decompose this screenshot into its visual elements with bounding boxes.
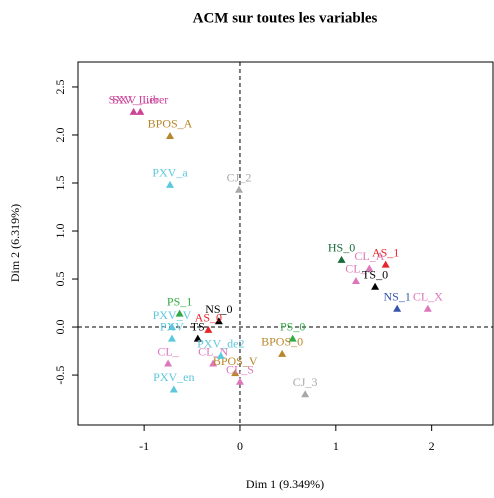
point-label: SXV_Lier xyxy=(109,93,159,107)
point xyxy=(204,325,213,333)
point-label: CJ_3 xyxy=(293,375,318,389)
point-label: BPOS_0 xyxy=(261,335,303,349)
point-label: CL_ xyxy=(345,262,367,276)
x-tick-label: 2 xyxy=(429,439,435,453)
point-label: CJ_2 xyxy=(227,170,252,184)
y-tick-label: 1.5 xyxy=(53,176,67,191)
x-axis-label: Dim 1 (9.349%) xyxy=(246,477,324,491)
y-tick-label: -0.5 xyxy=(53,366,67,385)
chart-title: ACM sur toutes les variables xyxy=(193,10,378,26)
point-label: PXV xyxy=(160,319,184,333)
point-label: CL_S xyxy=(226,363,254,377)
y-tick-label: 0.0 xyxy=(53,320,67,335)
plot-frame xyxy=(77,61,494,426)
point-label: AS_0 xyxy=(195,311,222,325)
point xyxy=(167,334,176,342)
point xyxy=(231,369,240,377)
point-label: TS_0 xyxy=(362,267,388,281)
y-tick-label: 2.0 xyxy=(53,127,67,142)
x-tick-label: 1 xyxy=(333,439,339,453)
point xyxy=(214,317,223,325)
point-label: CL_ xyxy=(157,344,179,358)
point xyxy=(337,255,346,263)
point-label: NS_0 xyxy=(205,302,232,316)
point-label: NS_1 xyxy=(383,290,410,304)
point-label: CL_A xyxy=(354,249,384,263)
point-label: SXV_Liber xyxy=(112,93,168,107)
point-label: PXV_V xyxy=(153,308,192,322)
point xyxy=(393,304,402,312)
point xyxy=(235,377,244,385)
point xyxy=(164,359,173,367)
point xyxy=(381,260,390,268)
x-tick-label: 0 xyxy=(237,439,243,453)
point xyxy=(166,180,175,188)
point-label: CL_X xyxy=(413,290,443,304)
point xyxy=(169,385,178,393)
point xyxy=(301,390,310,398)
point xyxy=(136,107,145,115)
point xyxy=(175,309,184,317)
x-tick-label: -1 xyxy=(139,439,149,453)
point-label: PS_0 xyxy=(280,319,305,333)
point-label: BPOS_A xyxy=(148,117,193,131)
point xyxy=(288,334,297,342)
point xyxy=(371,282,380,290)
point-label: PS_1 xyxy=(167,294,192,308)
point-label: TS xyxy=(191,319,205,333)
point xyxy=(278,349,287,357)
point-label: AS_1 xyxy=(372,245,399,259)
point xyxy=(166,131,175,139)
point xyxy=(216,351,225,359)
point xyxy=(167,323,176,331)
y-tick-label: 2.5 xyxy=(53,79,67,94)
point xyxy=(129,107,138,115)
point-label: PXV_de2 xyxy=(197,337,244,351)
point xyxy=(423,304,432,312)
y-tick-label: 1.0 xyxy=(53,224,67,239)
y-axis-label: Dim 2 (6.319%) xyxy=(8,204,22,282)
point xyxy=(235,185,244,193)
point-label: HS_0 xyxy=(328,241,355,255)
point-label: PXV_en xyxy=(153,370,194,384)
y-tick-label: 0.5 xyxy=(53,272,67,287)
point xyxy=(209,359,218,367)
point xyxy=(365,264,374,272)
point xyxy=(351,276,360,284)
point xyxy=(193,334,202,342)
point-label: BPOS_V xyxy=(213,354,258,368)
point-label: PXV_a xyxy=(152,166,188,180)
